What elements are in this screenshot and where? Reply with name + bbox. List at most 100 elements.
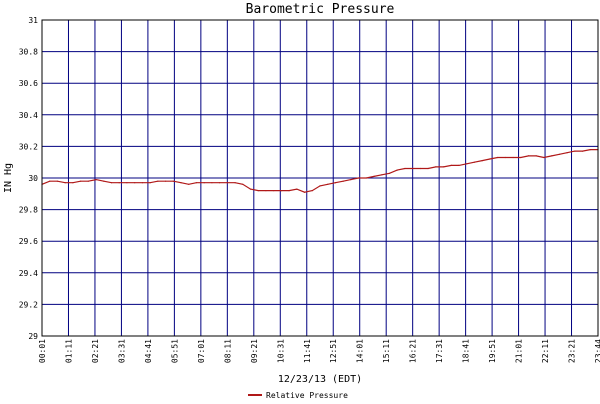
data-point — [95, 179, 97, 181]
x-tick-label: 22:11 — [541, 339, 550, 363]
y-tick-label: 29.4 — [19, 269, 38, 278]
data-point — [574, 150, 576, 152]
data-point — [558, 153, 561, 155]
data-point — [543, 156, 545, 159]
data-point — [388, 172, 391, 174]
data-point — [165, 180, 167, 182]
legend-label: Relative Pressure — [266, 391, 348, 400]
x-tick-label: 04:41 — [144, 339, 153, 363]
x-tick-label: 00:01 — [38, 339, 47, 363]
y-tick-label: 29.8 — [19, 206, 38, 215]
data-point — [450, 164, 452, 166]
data-point — [118, 182, 120, 184]
x-tick-label: 08:11 — [223, 339, 232, 363]
x-tick-label: 01:11 — [64, 339, 73, 363]
data-point — [234, 182, 236, 184]
y-axis-ticks: 29 29.2 29.4 29.6 29.8 30 30.2 30.4 30.6 30.8 31 — [19, 16, 38, 341]
x-tick-label: 23:44 — [594, 339, 600, 363]
data-point — [512, 156, 514, 159]
data-point — [203, 182, 205, 184]
data-point — [273, 190, 275, 192]
data-point — [141, 182, 143, 184]
data-point — [396, 169, 398, 171]
data-point — [443, 166, 445, 168]
data-point — [72, 182, 74, 184]
data-point — [103, 180, 105, 182]
x-tick-label: 15:11 — [382, 339, 391, 363]
y-tick-label: 29 — [28, 332, 38, 341]
data-point — [473, 161, 475, 163]
data-point — [319, 185, 321, 187]
data-point — [551, 155, 553, 157]
data-point — [219, 182, 221, 184]
data-point — [265, 190, 267, 192]
data-point — [566, 152, 568, 154]
data-point — [172, 180, 174, 182]
x-axis-label: 12/23/13 (EDT) — [278, 374, 362, 385]
x-tick-label: 21:01 — [515, 339, 524, 363]
x-tick-label: 07:01 — [197, 339, 206, 363]
x-tick-label: 19:51 — [488, 339, 497, 363]
y-axis-label: IN Hg — [3, 163, 14, 193]
chart-title: Barometric Pressure — [246, 2, 395, 17]
data-point — [80, 180, 82, 182]
data-point — [242, 183, 244, 185]
x-tick-label: 16:21 — [409, 339, 418, 363]
x-tick-label: 10:31 — [276, 339, 285, 363]
data-point — [527, 155, 530, 157]
x-tick-label: 23:21 — [568, 339, 577, 363]
data-point — [350, 179, 352, 181]
data-point — [427, 167, 429, 170]
data-point — [342, 180, 344, 182]
y-tick-label: 30 — [28, 174, 38, 183]
x-tick-label: 09:21 — [250, 339, 259, 363]
y-tick-label: 30.2 — [19, 142, 38, 151]
data-point — [458, 164, 460, 166]
x-tick-label: 05:51 — [170, 339, 179, 363]
y-tick-label: 29.6 — [19, 237, 38, 246]
data-point — [280, 190, 282, 192]
data-point — [49, 180, 51, 182]
data-point — [311, 190, 313, 192]
x-tick-label: 14:01 — [356, 339, 365, 363]
x-tick-label: 02:21 — [91, 339, 100, 363]
data-point — [365, 177, 367, 179]
data-point — [419, 167, 421, 170]
x-tick-label: 03:31 — [117, 339, 126, 363]
data-point — [504, 156, 506, 159]
plot-border — [41, 19, 599, 337]
data-point — [56, 180, 59, 182]
data-point — [211, 182, 213, 184]
y-tick-label: 30.8 — [19, 48, 38, 57]
data-point — [64, 182, 66, 184]
x-tick-label: 18:41 — [462, 339, 471, 363]
data-point — [582, 150, 584, 152]
y-tick-label: 31 — [28, 16, 38, 25]
data-point — [466, 163, 468, 165]
data-point — [257, 190, 259, 192]
x-axis-ticks: 00:01 01:11 02:21 03:31 04:41 05:51 07:01 08:11… — [38, 339, 600, 363]
data-point — [134, 182, 136, 184]
data-point — [296, 188, 298, 190]
data-point — [188, 183, 190, 185]
data-point — [520, 156, 522, 159]
data-point — [304, 191, 306, 193]
data-point — [288, 190, 290, 192]
data-point — [334, 182, 336, 184]
data-point — [126, 182, 128, 184]
data-point — [435, 166, 437, 168]
x-tick-label: 12:51 — [329, 339, 338, 363]
data-point — [110, 182, 113, 184]
data-point — [87, 180, 89, 182]
data-point — [373, 175, 375, 177]
data-point — [358, 177, 360, 179]
data-point — [327, 183, 329, 185]
x-tick-label: 11:41 — [303, 339, 312, 363]
series-layer — [41, 149, 599, 193]
data-point — [226, 182, 228, 184]
data-point — [149, 182, 151, 184]
x-tick-label: 17:31 — [435, 339, 444, 363]
data-point — [195, 182, 197, 184]
